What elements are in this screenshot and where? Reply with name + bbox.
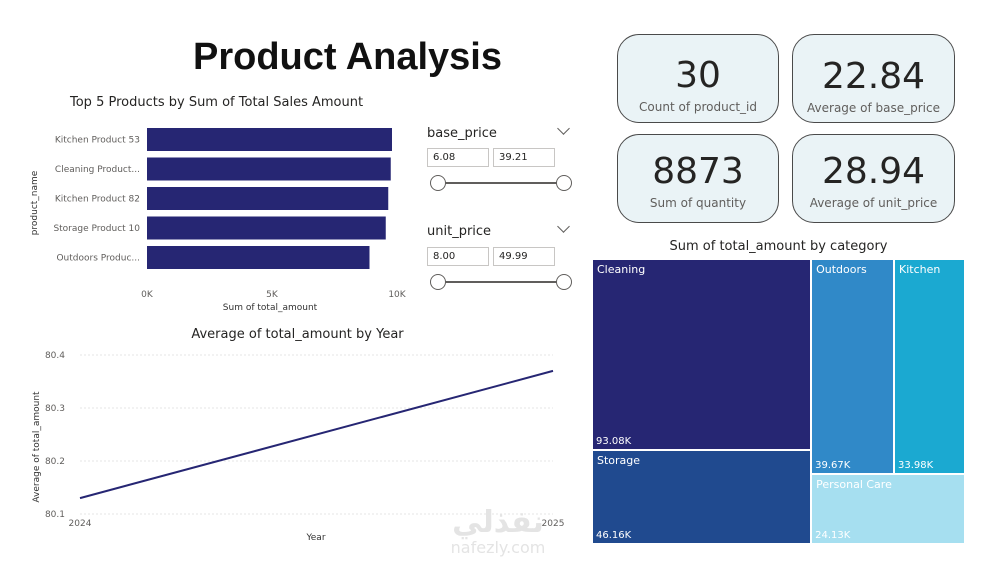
bar-category-label: Storage Product 10 [53, 224, 140, 234]
line-x-tick-label: 2025 [542, 519, 565, 529]
line-y-tick-label: 80.1 [45, 510, 65, 520]
bar-x-axis-title: Sum of total_amount [223, 303, 318, 313]
treemap-cell[interactable]: Storage 46.16K [592, 449, 812, 544]
watermark-logo: نفذلي nafezly.com [432, 505, 564, 558]
chevron-down-icon[interactable] [557, 220, 570, 233]
line-y-tick-label: 80.2 [45, 457, 65, 467]
treemap-cell[interactable]: Outdoors 39.67K [811, 259, 894, 474]
kpi-label: Count of product_id [639, 100, 757, 114]
kpi-value: 30 [675, 55, 721, 96]
kpi-value: 8873 [652, 151, 744, 192]
bar-category-label: Outdoors Produc... [56, 254, 140, 264]
treemap-cell-label: Storage [597, 453, 641, 467]
kpi-card-avg-base-price[interactable]: 22.84 Average of base_price [792, 34, 955, 123]
line-y-tick-label: 80.3 [45, 404, 65, 414]
bar[interactable] [147, 187, 389, 210]
base-price-min-input[interactable]: 6.08 [427, 148, 489, 167]
base-price-max-handle[interactable] [556, 175, 572, 191]
treemap-cell-label: Kitchen [899, 263, 941, 276]
unit-price-slicer-title: unit_price [427, 224, 492, 239]
kpi-value: 22.84 [821, 56, 926, 97]
page-title: Product Analysis [192, 36, 502, 78]
treemap-title: Sum of total_amount by category [669, 239, 888, 254]
unit-price-max-handle[interactable] [556, 274, 572, 290]
bar[interactable] [147, 216, 386, 240]
line-y-axis-title: Average of total_amount [32, 391, 42, 503]
treemap-cell[interactable]: Personal Care 24.13K [811, 473, 965, 544]
chevron-down-icon[interactable] [557, 122, 570, 135]
treemap-cell[interactable]: Kitchen 33.98K [894, 259, 965, 474]
watermark-latin: nafezly.com [450, 538, 546, 557]
unit-price-min-input[interactable]: 8.00 [427, 247, 489, 266]
line-chart[interactable]: 80.1 80.2 80.3 80.4 2024 2025 Average of tota… [25, 345, 575, 550]
bar[interactable] [147, 157, 391, 181]
base-price-min-handle[interactable] [430, 175, 446, 191]
base-price-slicer-title: base_price [427, 126, 497, 141]
kpi-label: Average of base_price [807, 101, 940, 115]
line-y-tick-label: 80.4 [45, 351, 65, 361]
line-chart-title: Average of total_amount by Year [191, 327, 404, 342]
unit-price-max-input[interactable]: 49.99 [493, 247, 555, 266]
treemap-cell-value: 24.13K [815, 529, 851, 541]
base-price-max-input[interactable]: 39.21 [493, 148, 555, 167]
line-series[interactable] [79, 369, 554, 500]
treemap-cell-label: Cleaning [597, 263, 646, 276]
bar-x-tick-label: 0K [141, 290, 154, 300]
watermark-arabic: نفذلي [452, 505, 544, 540]
bar-y-axis-title: product_name [30, 170, 40, 235]
unit-price-min-handle[interactable] [430, 274, 446, 290]
bar-x-tick-label: 5K [266, 290, 279, 300]
line-x-axis-title: Year [305, 533, 325, 543]
treemap-cell-label: Outdoors [816, 263, 867, 276]
treemap-cell-value: 93.08K [596, 435, 632, 447]
kpi-value: 28.94 [821, 151, 926, 192]
base-price-slider-track[interactable] [438, 182, 564, 184]
bar-category-label: Kitchen Product 53 [55, 136, 140, 146]
treemap-cell-value: 33.98K [898, 459, 934, 471]
treemap-cell[interactable]: Cleaning 93.08K [592, 259, 812, 450]
bar-chart-title: Top 5 Products by Sum of Total Sales Amo… [70, 95, 364, 110]
treemap[interactable]: Cleaning 93.08K Storage 46.16K Outdoors 39.67… [592, 259, 965, 544]
kpi-card-avg-unit-price[interactable]: 28.94 Average of unit_price [792, 134, 955, 223]
bar-category-label: Kitchen Product 82 [55, 195, 140, 205]
line-x-tick-label: 2024 [69, 519, 92, 529]
kpi-label: Average of unit_price [809, 196, 938, 210]
treemap-cell-value: 39.67K [815, 459, 851, 471]
treemap-cell-value: 46.16K [596, 529, 632, 541]
bar-category-label: Cleaning Product... [55, 165, 140, 175]
bar[interactable] [147, 128, 392, 151]
kpi-card-count-product[interactable]: 30 Count of product_id [617, 34, 779, 123]
bar-x-tick-label: 10K [388, 290, 406, 300]
bar[interactable] [147, 246, 370, 269]
kpi-label: Sum of quantity [649, 196, 747, 210]
unit-price-slider-track[interactable] [438, 281, 564, 283]
kpi-card-sum-quantity[interactable]: 8873 Sum of quantity [617, 134, 779, 223]
bar-chart[interactable]: Kitchen Product 53 Cleaning Product... Kit… [25, 118, 415, 318]
treemap-cell-label: Personal Care [816, 477, 892, 491]
